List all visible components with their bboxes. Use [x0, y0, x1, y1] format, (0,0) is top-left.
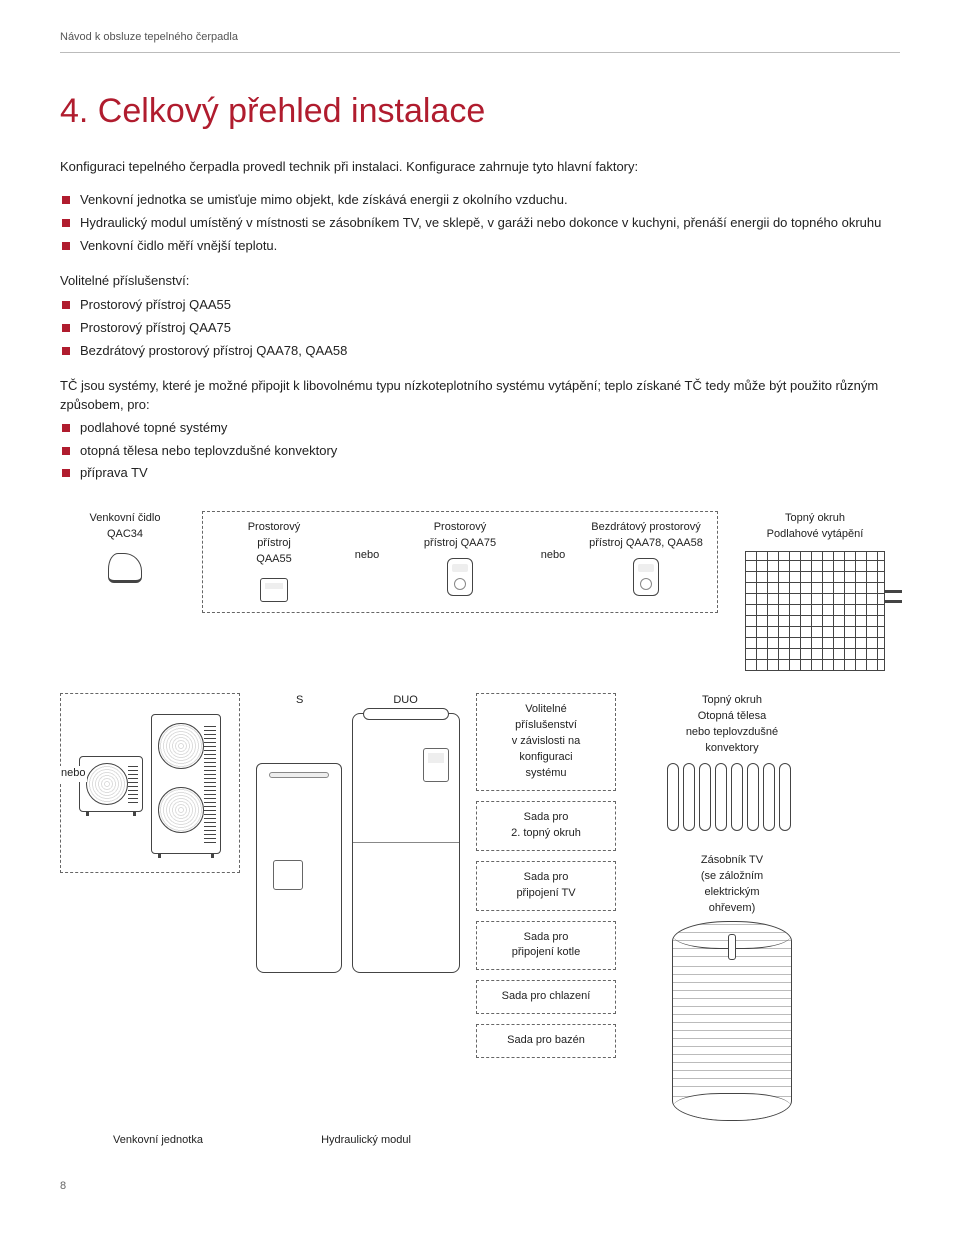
- option-card: Sada pro 2. topný okruh: [476, 801, 616, 851]
- qaa75-label: Prostorový přístroj QAA75: [401, 520, 519, 552]
- option-card: Sada pro připojení TV: [476, 861, 616, 911]
- list-item: Hydraulický modul umístěný v místnosti s…: [60, 214, 900, 233]
- list-item: Bezdrátový prostorový přístroj QAA78, QA…: [60, 342, 900, 361]
- floor-heating-label: Topný okruh Podlahové vytápění: [730, 511, 900, 543]
- page-title: 4. Celkový přehled instalace: [60, 87, 900, 136]
- thermostat-icon: [633, 558, 659, 596]
- option-card: Sada pro bazén: [476, 1024, 616, 1058]
- duo-label: DUO: [393, 693, 417, 709]
- optional-header: Volitelné příslušenství:: [60, 272, 900, 291]
- outdoor-unit-large-icon: [151, 714, 221, 854]
- radiator-label: Topný okruh Otopná tělesa nebo teplovzdu…: [667, 693, 797, 757]
- radiator-icon: [667, 757, 797, 837]
- s-label: S: [296, 693, 303, 709]
- list-item: Venkovní jednotka se umisťuje mimo objek…: [60, 191, 900, 210]
- option-card: Volitelné příslušenství v závislosti na …: [476, 693, 616, 791]
- sensor-block: Venkovní čidlo QAC34: [60, 511, 190, 583]
- hydraulic-duo-icon: [352, 713, 460, 973]
- bullet-list-3: podlahové topné systémy otopná tělesa ne…: [60, 419, 900, 484]
- tank-label: Zásobník TV (se záložním elektrickým ohř…: [672, 853, 792, 917]
- list-item: Prostorový přístroj QAA55: [60, 296, 900, 315]
- hydraulic-modules: [256, 713, 460, 973]
- caption-hydraulic: Hydraulický modul: [256, 1133, 476, 1149]
- list-item: otopná tělesa nebo teplovzdušné konvekto…: [60, 442, 900, 461]
- outdoor-unit-small-icon: [79, 756, 143, 812]
- qaa55-label: Prostorový přístroj QAA55: [215, 520, 333, 568]
- or-label: nebo: [347, 548, 387, 564]
- or-label: nebo: [59, 766, 87, 782]
- list-item: Prostorový přístroj QAA75: [60, 319, 900, 338]
- caption-outdoor: Venkovní jednotka: [60, 1133, 256, 1149]
- list-item: příprava TV: [60, 464, 900, 483]
- floor-coil-icon: [745, 551, 885, 671]
- bullet-list-2: Prostorový přístroj QAA55 Prostorový pří…: [60, 296, 900, 361]
- doc-header: Návod k obsluze tepelného čerpadla: [60, 30, 900, 53]
- list-item: Venkovní čidlo měří vnější teplotu.: [60, 237, 900, 256]
- tank-icon: [672, 921, 792, 1121]
- option-card: Sada pro připojení kotle: [476, 921, 616, 971]
- paragraph-2: TČ jsou systémy, které je možné připojit…: [60, 377, 900, 415]
- qaa78-label: Bezdrátový prostorový přístroj QAA78, QA…: [587, 520, 705, 552]
- room-unit-options: Prostorový přístroj QAA55 nebo Prostorov…: [202, 511, 718, 613]
- list-item: podlahové topné systémy: [60, 419, 900, 438]
- page-number: 8: [60, 1179, 900, 1195]
- thermostat-icon: [260, 578, 288, 602]
- intro-paragraph: Konfiguraci tepelného čerpadla provedl t…: [60, 158, 900, 177]
- outdoor-unit-options: nebo: [60, 693, 240, 873]
- option-card: Sada pro chlazení: [476, 980, 616, 1014]
- or-label: nebo: [533, 548, 573, 564]
- sensor-icon: [108, 553, 142, 583]
- option-kits-column: Volitelné příslušenství v závislosti na …: [476, 693, 616, 1058]
- bullet-list-1: Venkovní jednotka se umisťuje mimo objek…: [60, 191, 900, 256]
- system-diagram: Venkovní čidlo QAC34 Prostorový přístroj…: [60, 511, 900, 1148]
- sensor-label: Venkovní čidlo QAC34: [60, 511, 190, 543]
- thermostat-icon: [447, 558, 473, 596]
- hydraulic-s-icon: [256, 763, 342, 973]
